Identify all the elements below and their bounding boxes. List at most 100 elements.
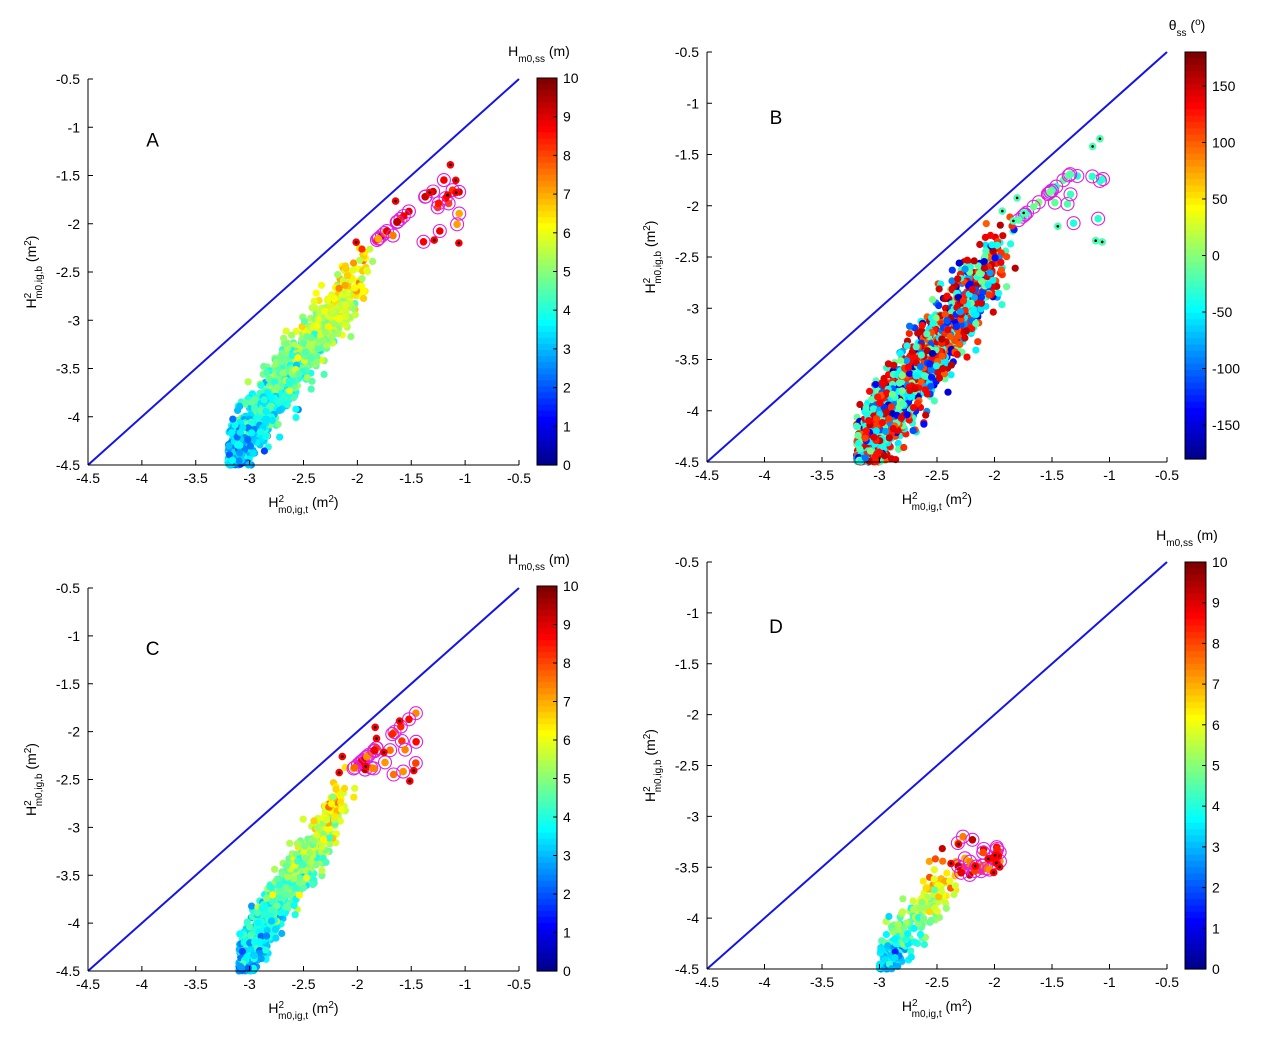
data-point	[953, 350, 961, 358]
data-point	[974, 338, 982, 346]
yaxis-label: H2m0,ig,b (m2)	[23, 743, 45, 816]
data-point	[972, 346, 980, 354]
data-point	[920, 420, 928, 428]
colorbar-segment	[1185, 439, 1206, 447]
data-point	[872, 427, 880, 435]
colorbar-segment	[537, 90, 557, 97]
colorbar-tick-label: 2	[563, 886, 571, 902]
colorbar-segment	[537, 229, 557, 236]
yaxis-label-part: )	[642, 221, 658, 226]
data-point	[303, 874, 311, 882]
data-point	[254, 919, 262, 927]
yaxis-label-part: )	[23, 743, 39, 748]
data-point	[310, 817, 318, 825]
colorbar-segment	[537, 295, 557, 303]
x-tick-label: -4	[758, 467, 771, 483]
data-point	[274, 420, 282, 428]
data-point	[975, 269, 984, 277]
marked-dot	[341, 755, 344, 758]
highlight-ring	[432, 223, 447, 239]
y-tick-label: -3.5	[675, 352, 699, 368]
data-point	[981, 241, 990, 249]
marked-dot	[364, 765, 368, 768]
data-point	[299, 815, 307, 823]
data-point	[237, 963, 246, 972]
data-point	[942, 904, 950, 912]
colorbar-tick-label: 0	[563, 963, 571, 979]
data-point	[309, 880, 317, 889]
colorbar-tick-label: 0	[563, 457, 571, 473]
data-point	[948, 285, 956, 293]
highlight-ring	[1031, 195, 1046, 210]
marked-dot	[375, 737, 378, 740]
data-point	[985, 291, 993, 299]
xaxis-label-part: H	[902, 491, 912, 507]
data-point	[937, 887, 945, 895]
highlight-point	[455, 209, 464, 218]
data-point	[932, 314, 940, 322]
colorbar-segment	[1185, 109, 1206, 117]
data-point	[253, 909, 262, 917]
xaxis-label-part: H	[268, 1000, 278, 1016]
highlight-point	[434, 199, 443, 208]
x-tick-label: -2	[988, 467, 1001, 483]
xaxis-label-part: 2	[962, 491, 968, 502]
data-point	[935, 302, 943, 310]
data-point	[269, 891, 277, 899]
data-point	[991, 254, 999, 262]
xaxis-label-part: m0,ig,t	[912, 502, 942, 513]
colorbar-segment	[537, 108, 557, 115]
data-point	[324, 323, 332, 331]
y-tick-label: -0.5	[56, 580, 80, 596]
data-point	[1007, 240, 1015, 248]
highlight-point	[383, 227, 391, 235]
highlight-ring	[431, 196, 446, 211]
colorbar-segment	[1185, 338, 1206, 346]
highlight-ring	[1043, 184, 1058, 199]
highlight-point	[1063, 200, 1072, 208]
data-point	[976, 240, 984, 249]
data-point	[266, 883, 274, 891]
data-point	[885, 415, 893, 423]
data-point	[856, 400, 864, 409]
marked-dot	[457, 241, 461, 245]
colorbar-tick-label: 7	[563, 694, 571, 710]
data-point	[291, 911, 299, 919]
colorbar-segment	[1185, 71, 1206, 79]
data-point	[285, 377, 293, 385]
colorbar-segment	[537, 862, 557, 870]
colorbar-tick-label: 4	[563, 809, 571, 825]
data-point	[950, 890, 958, 899]
colorbar-title: Hm0,ss (m)	[508, 551, 570, 573]
colorbar-segment	[537, 694, 557, 701]
colorbar-title-part: m0,ss	[518, 54, 545, 65]
data-point	[861, 454, 870, 462]
data-point	[314, 345, 322, 353]
data-point	[951, 882, 960, 890]
colorbar-title-part: (m)	[545, 43, 570, 59]
colorbar-segment	[1185, 236, 1206, 244]
data-point	[321, 307, 329, 315]
highlight-point	[412, 709, 420, 717]
colorbar-segment	[537, 283, 557, 291]
colorbar-segment	[1185, 249, 1206, 257]
data-point	[920, 372, 929, 380]
identity-line	[87, 78, 520, 466]
data-point	[865, 417, 873, 425]
data-point	[267, 906, 275, 914]
data-point	[322, 858, 330, 866]
colorbar-segment	[537, 754, 557, 762]
colorbar-segment	[1185, 306, 1206, 314]
colorbar-segment	[1185, 382, 1206, 390]
data-point	[856, 445, 864, 453]
colorbar-segment	[537, 946, 557, 954]
colorbar-segment	[537, 126, 557, 134]
colorbar-segment	[537, 766, 557, 774]
colorbar-segment	[537, 676, 557, 683]
y-tick-label: -1	[68, 119, 81, 135]
colorbar-segment	[537, 331, 557, 339]
colorbar-segment	[1185, 255, 1206, 263]
data-point	[961, 334, 969, 342]
colorbar-segment	[537, 820, 557, 828]
data-point	[938, 352, 946, 360]
